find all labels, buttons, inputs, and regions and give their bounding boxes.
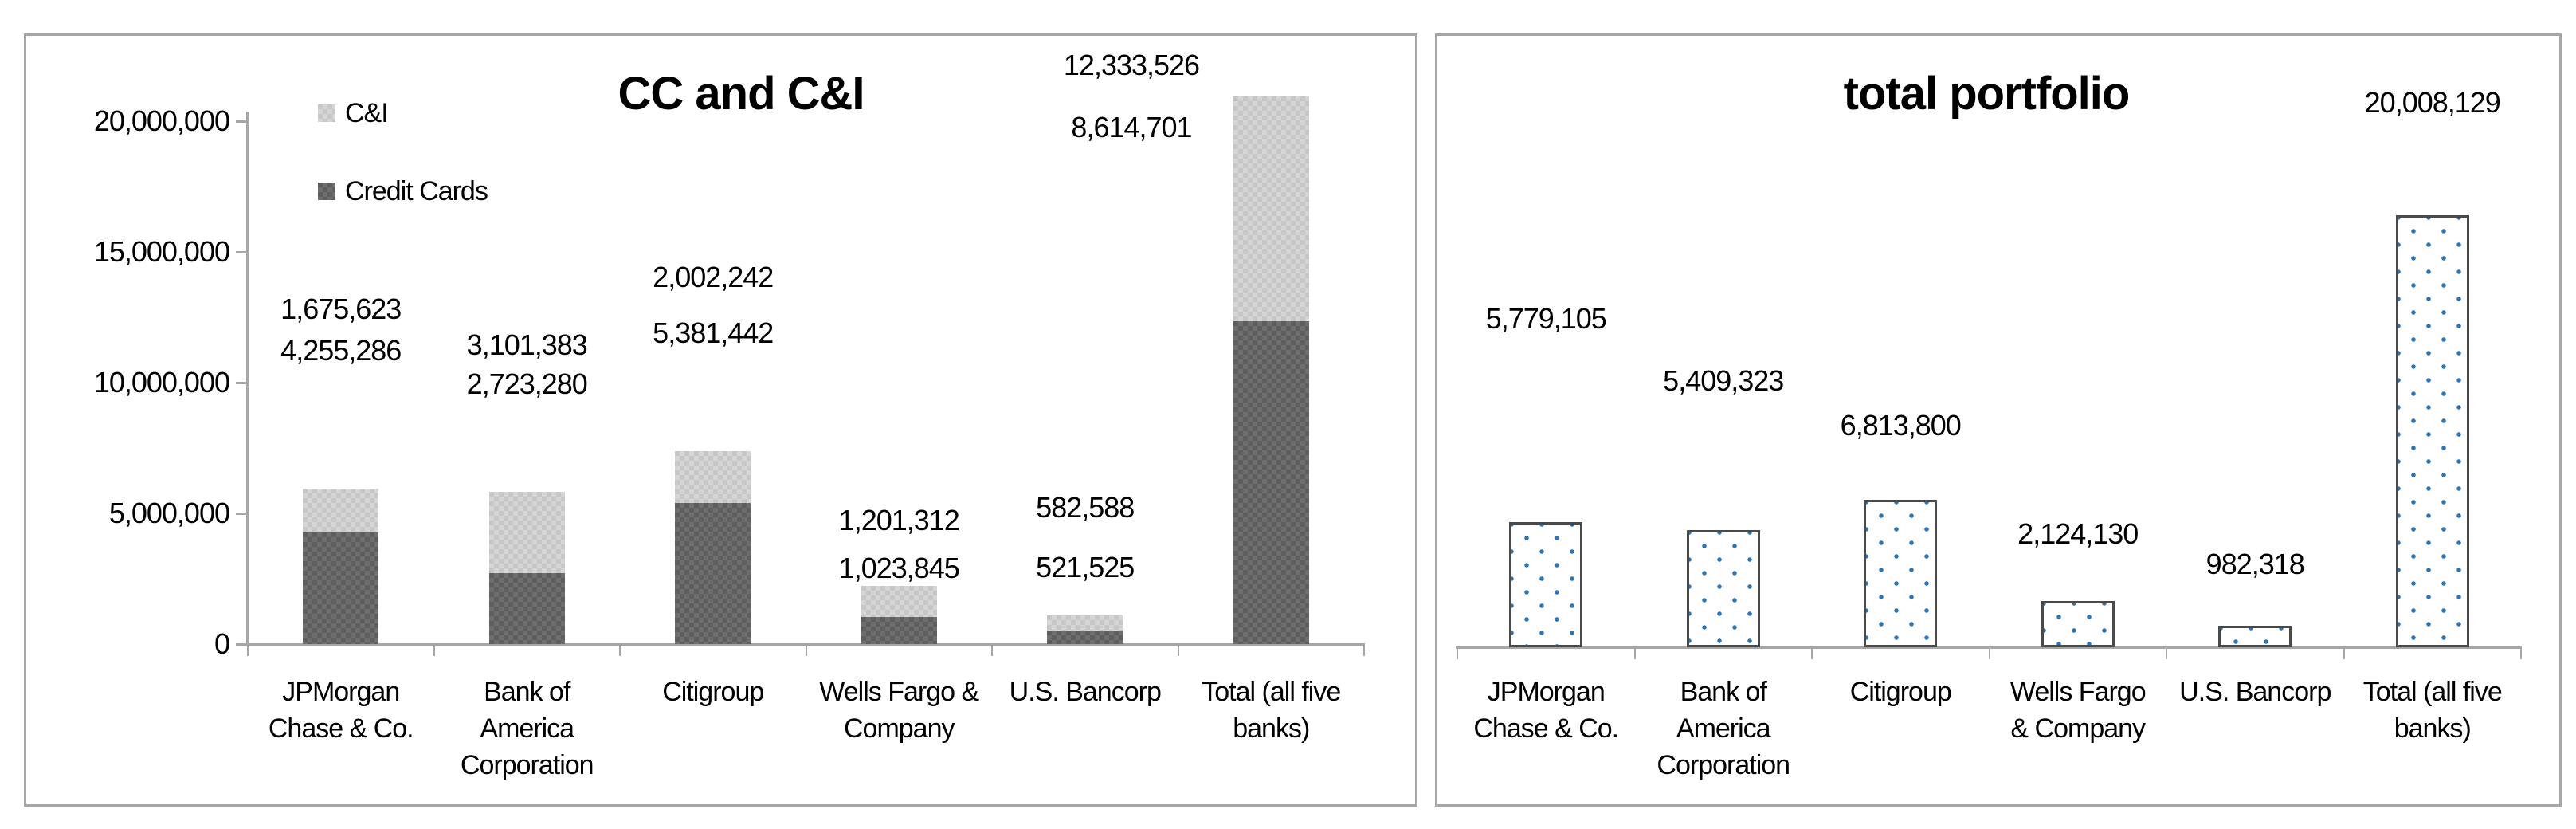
x-axis-tick: [1633, 647, 1636, 659]
data-label: 2,002,242: [653, 261, 774, 293]
bar-total-portfolio: [1686, 530, 1760, 647]
x-axis-tick: [2520, 647, 2522, 659]
category-label-line: America: [1676, 713, 1771, 744]
category-label-line: Bank of: [1680, 677, 1767, 707]
y-axis-tick: [236, 120, 248, 123]
y-axis-label: 10,000,000: [93, 366, 230, 399]
data-label: 12,333,526: [1063, 49, 1200, 81]
legend-label-credit-cards: Credit Cards: [345, 176, 488, 206]
x-axis-tick: [2343, 647, 2345, 659]
data-label: 1,675,623: [280, 293, 402, 325]
data-label: 1,201,312: [838, 504, 960, 536]
bar-segment-credit-cards: [488, 572, 565, 644]
bar-segment-credit-cards: [1233, 321, 1309, 644]
x-axis-tick: [1988, 647, 1990, 659]
x-axis-tick: [1363, 644, 1365, 656]
data-label: 20,008,129: [2364, 86, 2501, 119]
category-label-line: Corporation: [1657, 750, 1790, 780]
bar-segment-ci: [861, 586, 937, 618]
bar-total-portfolio: [1509, 522, 1583, 647]
data-label: 2,124,130: [2017, 517, 2139, 550]
data-label: 3,101,383: [466, 328, 588, 361]
bar-total-portfolio: [2218, 626, 2292, 647]
bar-segment-credit-cards: [675, 503, 751, 644]
x-axis-tick: [1177, 644, 1179, 656]
category-label-line: banks): [1233, 713, 1310, 744]
category-label-line: Chase & Co.: [1473, 713, 1619, 744]
category-label-line: Wells Fargo &: [819, 677, 979, 707]
right-chart-panel: [1435, 33, 2562, 807]
right-chart-title: total portfolio: [1843, 68, 2131, 120]
bar-total-portfolio: [1864, 500, 1938, 647]
legend-swatch-credit-cards: [318, 183, 335, 200]
category-label-line: JPMorgan: [1487, 677, 1606, 707]
bar-segment-credit-cards: [1047, 630, 1123, 644]
data-label: 5,381,442: [653, 316, 774, 349]
category-label-line: U.S. Bancorp: [2179, 677, 2331, 707]
data-label: 2,723,280: [466, 367, 588, 400]
y-axis-label: 20,000,000: [93, 104, 230, 137]
y-axis-tick: [236, 643, 248, 646]
bar-total-portfolio: [2041, 601, 2115, 647]
data-label: 6,813,800: [1840, 409, 1962, 442]
x-axis-tick: [433, 644, 435, 656]
x-axis-tick: [2166, 647, 2167, 659]
category-label-line: Total (all five: [2362, 677, 2503, 707]
bar-segment-ci: [1233, 96, 1309, 322]
bar-segment-ci: [1047, 615, 1123, 631]
x-axis-tick: [1457, 647, 1458, 659]
data-label: 582,588: [1036, 491, 1135, 524]
left-chart-title: CC and C&I: [618, 68, 865, 120]
category-label-line: Chase & Co.: [268, 713, 414, 744]
category-label-line: America: [480, 713, 574, 744]
legend-label-ci: C&I: [345, 98, 389, 128]
category-label-line: & Company: [2010, 713, 2146, 744]
x-axis-tick: [1811, 647, 1813, 659]
left-chart-panel: [24, 33, 1417, 807]
bar-segment-ci: [488, 491, 565, 573]
x-axis-tick: [247, 644, 249, 656]
y-axis-line: [246, 112, 249, 646]
x-axis-tick: [805, 644, 807, 656]
category-label-line: Wells Fargo: [2009, 677, 2147, 707]
category-label-line: U.S. Bancorp: [1009, 677, 1162, 707]
category-label-line: Citigroup: [1849, 677, 1952, 707]
bar-segment-credit-cards: [303, 532, 379, 644]
category-label-line: Corporation: [460, 750, 594, 780]
y-axis-label: 5,000,000: [108, 497, 230, 529]
data-label: 4,255,286: [280, 334, 402, 367]
data-label: 1,023,845: [838, 552, 960, 584]
category-label-line: JPMorgan: [282, 677, 400, 707]
data-label: 521,525: [1036, 551, 1135, 583]
category-label-line: banks): [2394, 713, 2472, 744]
bar-total-portfolio: [2395, 214, 2469, 647]
y-axis-tick: [236, 251, 248, 253]
data-label: 982,318: [2205, 548, 2305, 580]
y-axis-tick: [236, 513, 248, 515]
category-label-line: Total (all five: [1202, 677, 1341, 707]
data-label: 5,779,105: [1485, 302, 1607, 335]
data-label: 8,614,701: [1071, 111, 1192, 143]
x-axis-tick: [991, 644, 993, 656]
y-axis-label: 0: [214, 627, 230, 660]
bar-segment-credit-cards: [861, 617, 937, 644]
bar-segment-ci: [675, 450, 751, 504]
category-label-line: Citigroup: [662, 677, 764, 707]
y-axis-tick: [236, 382, 248, 384]
category-label-line: Company: [843, 713, 955, 744]
legend-swatch-ci: [318, 104, 335, 122]
category-label-line: Bank of: [484, 677, 570, 707]
data-label: 5,409,323: [1663, 364, 1784, 397]
x-axis-tick: [619, 644, 621, 656]
bar-segment-ci: [303, 489, 379, 533]
y-axis-label: 15,000,000: [93, 235, 230, 268]
